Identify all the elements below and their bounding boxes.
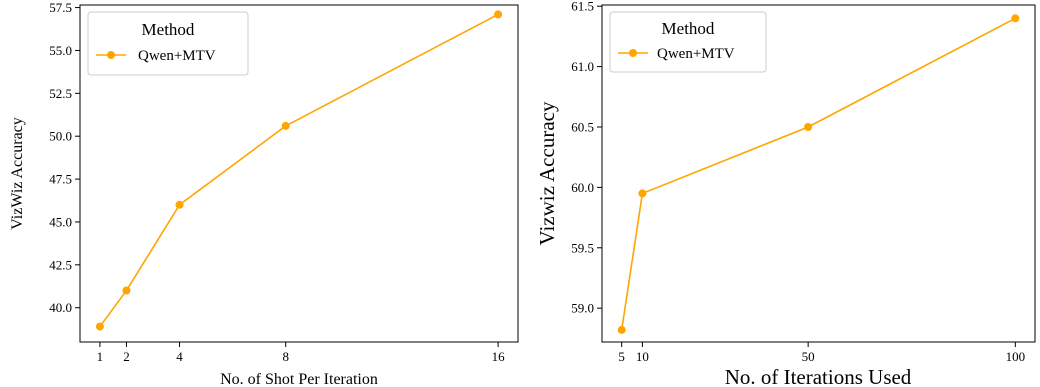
y-tick-label-left: 42.5 — [49, 257, 72, 272]
y-tick-label-left: 40.0 — [49, 300, 72, 315]
y-tick-label-left: 52.5 — [49, 86, 72, 101]
y-axis-ticks-left: 40.0 42.5 45.0 47.5 50.0 52.5 55.0 57.5 — [49, 0, 80, 315]
x-tick-label-left: 1 — [97, 349, 104, 364]
data-point-right — [617, 325, 626, 334]
x-tick-label-left: 8 — [282, 349, 289, 364]
y-axis-label-right: Vizwiz Accuracy — [535, 101, 559, 245]
x-axis-ticks-left: 1 2 4 8 16 — [97, 342, 505, 364]
data-point-right — [804, 122, 813, 131]
x-tick-label-right: 5 — [618, 349, 625, 364]
y-axis-label-left: VizWiz Accuracy — [9, 117, 26, 230]
legend-marker-left — [107, 51, 115, 59]
plot-area-right — [617, 14, 1020, 334]
y-tick-label-right: 61.5 — [571, 0, 594, 14]
y-tick-label-right: 59.5 — [571, 240, 594, 255]
y-tick-label-left: 47.5 — [49, 172, 72, 187]
legend-title-left: Method — [142, 20, 195, 39]
legend-left: Method Qwen+MTV — [87, 11, 249, 76]
data-point-left — [494, 10, 503, 19]
data-point-left — [95, 322, 104, 331]
legend-box-left — [87, 11, 249, 76]
data-point-right — [638, 189, 647, 198]
x-tick-label-left: 4 — [176, 349, 183, 364]
plot-area-left — [95, 10, 503, 331]
legend-box-right — [609, 11, 767, 73]
x-tick-label-right: 10 — [636, 349, 649, 364]
legend-marker-right — [629, 49, 637, 57]
axes-frame-right — [601, 4, 1036, 343]
y-tick-label-left: 57.5 — [49, 0, 72, 15]
legend-entry-left: Qwen+MTV — [138, 48, 216, 64]
x-tick-label-right: 100 — [1006, 349, 1026, 364]
x-tick-label-left: 16 — [492, 349, 506, 364]
y-tick-label-right: 59.0 — [571, 301, 594, 316]
x-axis-label-left: No. of Shot Per Iteration — [220, 371, 378, 387]
y-tick-label-right: 61.0 — [571, 59, 594, 74]
data-point-left — [122, 286, 131, 295]
y-tick-label-right: 60.5 — [571, 119, 594, 134]
x-tick-label-right: 50 — [802, 349, 815, 364]
x-axis-ticks-right: 5 10 50 100 — [618, 342, 1025, 364]
legend-right: Method Qwen+MTV — [609, 11, 767, 73]
chart-panel-left: 1 2 4 8 16 40.042.545.047.550.052.555.057.5 … — [9, 0, 519, 387]
y-axis-ticks-right: 59.0 59.5 60.0 60.5 61.0 61.5 — [571, 0, 602, 316]
chart-panel-right: 5 10 50 100 59.0 59.5 60.0 60.5 61.0 61.5 No. of… — [535, 0, 1036, 387]
y-tick-label-left: 50.0 — [49, 129, 72, 144]
data-point-left — [175, 200, 184, 209]
x-tick-label-left: 2 — [123, 349, 130, 364]
legend-title-right: Method — [662, 19, 715, 38]
legend-entry-right: Qwen+MTV — [657, 46, 735, 62]
data-point-left — [281, 121, 290, 130]
x-axis-label-right: No. of Iterations Used — [725, 365, 912, 387]
y-tick-label-left: 45.0 — [49, 214, 72, 229]
series-line-right — [620, 17, 1016, 331]
axes-frame-left — [79, 4, 519, 343]
data-point-right — [1011, 14, 1020, 23]
y-tick-label-right: 60.0 — [571, 180, 594, 195]
y-tick-label-left: 55.0 — [49, 43, 72, 58]
